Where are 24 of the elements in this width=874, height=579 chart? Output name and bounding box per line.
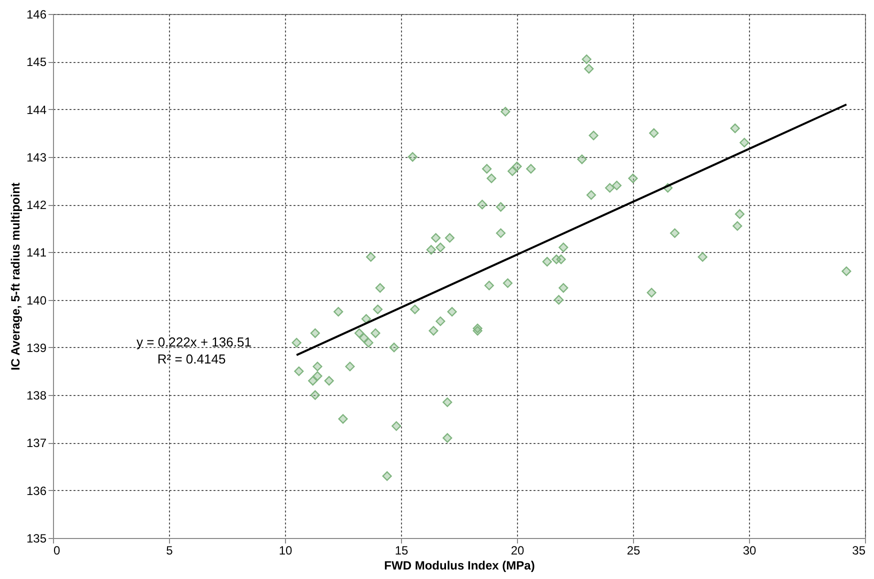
x-tick-label: 10 bbox=[278, 544, 292, 558]
x-tick-label: 20 bbox=[510, 544, 524, 558]
y-tick-label: 142 bbox=[26, 198, 47, 212]
x-tick-label: 0 bbox=[54, 544, 60, 558]
y-axis-title: IC Average, 5-ft radius multipoint bbox=[8, 182, 22, 370]
x-tick-label: 30 bbox=[742, 544, 756, 558]
x-tick-label: 35 bbox=[852, 544, 866, 558]
y-tick-label: 144 bbox=[26, 102, 47, 117]
y-tick-label: 145 bbox=[26, 55, 47, 70]
y-tick-label: 143 bbox=[26, 150, 47, 164]
y-tick-label: 141 bbox=[26, 246, 47, 260]
x-tick-label: 25 bbox=[626, 544, 640, 558]
annotation: y = 0.222x + 136.51 bbox=[136, 334, 252, 350]
y-tick-label: 135 bbox=[26, 532, 47, 546]
x-tick-label: 5 bbox=[166, 544, 174, 558]
y-tick-label: 139 bbox=[26, 340, 47, 355]
x-tick-label: 15 bbox=[394, 544, 408, 558]
annotation: R² = 0.4145 bbox=[157, 351, 226, 366]
y-tick-label: 137 bbox=[26, 436, 47, 450]
x-axis-title: FWD Modulus Index (MPa) bbox=[384, 558, 535, 572]
y-tick-label: 138 bbox=[26, 388, 47, 403]
y-tick-label: 140 bbox=[26, 293, 47, 308]
y-tick-label: 146 bbox=[26, 8, 47, 22]
y-tick-label: 136 bbox=[26, 484, 47, 498]
